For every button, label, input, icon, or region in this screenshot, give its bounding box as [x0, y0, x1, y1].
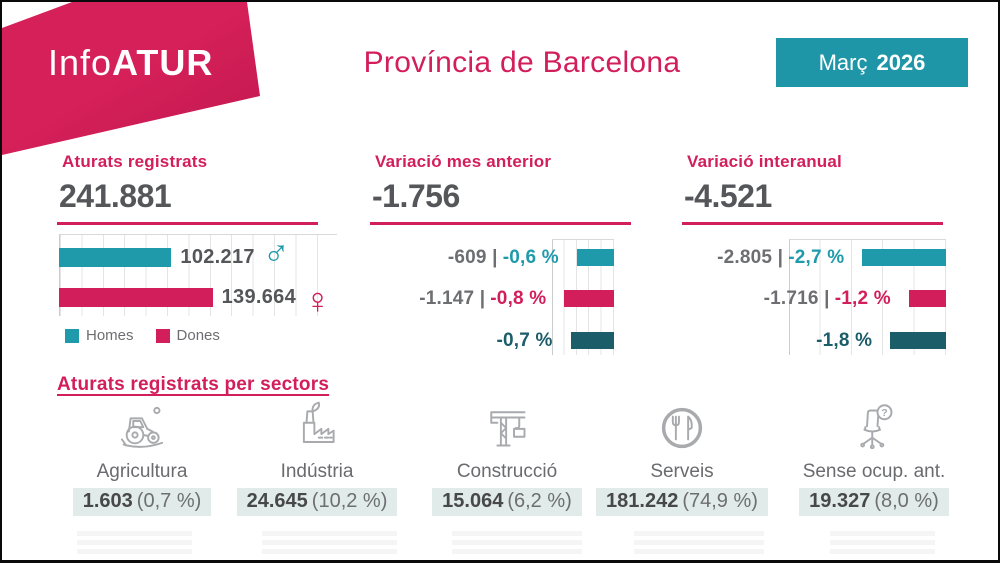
period-month: Març — [818, 49, 868, 75]
sector-pct: (0,7 %) — [136, 490, 202, 512]
yearly-total: -4.521 — [684, 178, 772, 214]
sector-name: Sense ocup. ant. — [802, 461, 946, 482]
monthly-total-pct: -0,7 % — [496, 329, 553, 351]
sector-value: 19.327 — [809, 490, 871, 512]
monthly-women-pct: -0,8 % — [490, 287, 547, 309]
sector-card-construccio: Construcció 15.064 (6,2 %) — [412, 398, 602, 516]
monthly-women-bar — [564, 290, 614, 307]
cutoff-content-ghost — [452, 531, 582, 555]
monthly-men-abs: -609 | — [447, 246, 498, 268]
registered-column: Aturats registrats 241.881 102.217 ♂ 139… — [57, 152, 337, 360]
monthly-total: -1.756 — [372, 178, 460, 214]
monthly-row-men: -609 | -0,6 % — [370, 246, 614, 268]
sector-value: 24.645 — [246, 490, 308, 512]
sector-pct: (8,0 %) — [874, 490, 939, 512]
sector-name: Serveis — [650, 461, 714, 482]
monthly-row-total: -0,7 % — [370, 329, 614, 351]
cutoff-content-ghost — [634, 531, 764, 555]
women-swatch — [155, 328, 170, 343]
monthly-row-women: -1.147 | -0,8 % — [370, 287, 614, 309]
gender-legend: Homes Dones — [65, 327, 220, 344]
sector-value: 1.603 — [82, 490, 133, 512]
monthly-men-pct: -0,6 % — [502, 246, 559, 268]
registered-label: Aturats registrats — [62, 152, 208, 171]
sector-value-pill: 24.645 (10,2 %) — [236, 488, 398, 516]
factory-icon — [302, 401, 335, 443]
cutoff-content-ghost — [262, 531, 397, 555]
sector-pct: (74,9 %) — [682, 490, 758, 512]
page-title: Província de Barcelona — [363, 46, 681, 79]
monthly-bar-chart: -609 | -0,6 % -1.147 | -0,8 % -0,7 % — [370, 239, 614, 355]
tractor-icon — [120, 406, 164, 448]
yearly-women-abs: -1.716 | — [763, 287, 830, 309]
sector-value-pill: 15.064 (6,2 %) — [432, 488, 582, 516]
yearly-row-women: -1.716 | -1,2 % — [682, 287, 946, 309]
sector-value-pill: 1.603 (0,7 %) — [72, 488, 212, 516]
yearly-total-bar — [890, 332, 946, 349]
registered-total: 241.881 — [59, 178, 172, 214]
logo-ribbon: InfoATUR — [2, 2, 260, 155]
yearly-row-men: -2.805 | -2,7 % — [682, 246, 946, 268]
female-icon: ♀ — [304, 279, 331, 321]
sector-value-pill: 181.242 (74,9 %) — [596, 488, 768, 516]
sectors-title: Aturats registrats per sectors — [57, 374, 330, 395]
yearly-men-abs: -2.805 | — [717, 246, 784, 268]
yearly-row-total: -1,8 % — [682, 329, 946, 351]
yearly-women-bar — [908, 290, 946, 307]
sector-value-pill: 19.327 (8,0 %) — [799, 488, 949, 516]
gender-bar-chart: 102.217 ♂ 139.664 ♀ Homes Dones — [59, 233, 337, 350]
crane-icon — [490, 411, 526, 447]
sector-card-serveis: Serveis 181.242 (74,9 %) — [587, 398, 777, 516]
infoatur-logo: InfoATUR — [48, 42, 213, 84]
women-value: 139.664 — [221, 286, 296, 308]
period-badge: Març 2026 — [776, 38, 968, 87]
logo-prefix: Info — [48, 42, 113, 83]
men-bar — [59, 248, 172, 267]
sector-pct: (10,2 %) — [311, 490, 388, 512]
period-year: 2026 — [876, 49, 926, 75]
women-bar — [59, 288, 213, 307]
sector-name: Construcció — [456, 461, 558, 482]
restaurant-icon — [661, 407, 703, 449]
yearly-variation-column: Variació interanual -4.521 -2.805 | -2,7 … — [682, 152, 950, 360]
divider-rule — [57, 222, 318, 225]
sector-value: 15.064 — [442, 490, 504, 512]
sector-name: Agricultura — [96, 461, 188, 482]
svg-text:?: ? — [881, 407, 887, 419]
yearly-men-pct: -2,7 % — [788, 246, 845, 268]
yearly-total-pct: -1,8 % — [816, 329, 873, 351]
sector-card-industria: Indústria 24.645 (10,2 %) — [222, 398, 412, 516]
sector-pct: (6,2 %) — [507, 490, 572, 512]
sector-card-sense-ocupacio: ? Sense ocup. ant. 19.327 (8,0 %) — [779, 398, 969, 516]
monthly-variation-column: Variació mes anterior -1.756 -609 | -0,6 … — [370, 152, 638, 360]
men-swatch — [65, 328, 79, 343]
sector-name: Indústria — [280, 461, 354, 482]
divider-rule — [682, 222, 943, 225]
cutoff-content-ghost — [77, 531, 192, 555]
monthly-total-bar — [570, 332, 614, 349]
men-bar-row: 102.217 ♂ — [59, 233, 290, 269]
monthly-women-abs: -1.147 | — [419, 287, 486, 309]
male-icon: ♂ — [262, 230, 290, 272]
yearly-bar-chart: -2.805 | -2,7 % -1.716 | -1,2 % -1,8 % — [682, 239, 946, 355]
yearly-women-pct: -1,2 % — [834, 287, 891, 309]
women-legend-label: Dones — [176, 327, 220, 344]
sector-card-agricultura: Agricultura 1.603 (0,7 %) — [47, 398, 237, 516]
men-legend-label: Homes — [86, 327, 134, 344]
divider-rule — [370, 222, 631, 225]
yearly-label: Variació interanual — [687, 152, 842, 171]
monthly-men-bar — [576, 249, 614, 266]
office-chair-icon: ? — [860, 404, 893, 450]
sector-value: 181.242 — [606, 490, 679, 512]
logo-bold: ATUR — [112, 42, 214, 83]
cutoff-content-ghost — [830, 531, 935, 555]
yearly-men-bar — [862, 249, 946, 266]
women-bar-row: 139.664 ♀ — [59, 282, 331, 318]
men-value: 102.217 — [180, 246, 255, 268]
monthly-label: Variació mes anterior — [375, 152, 552, 171]
